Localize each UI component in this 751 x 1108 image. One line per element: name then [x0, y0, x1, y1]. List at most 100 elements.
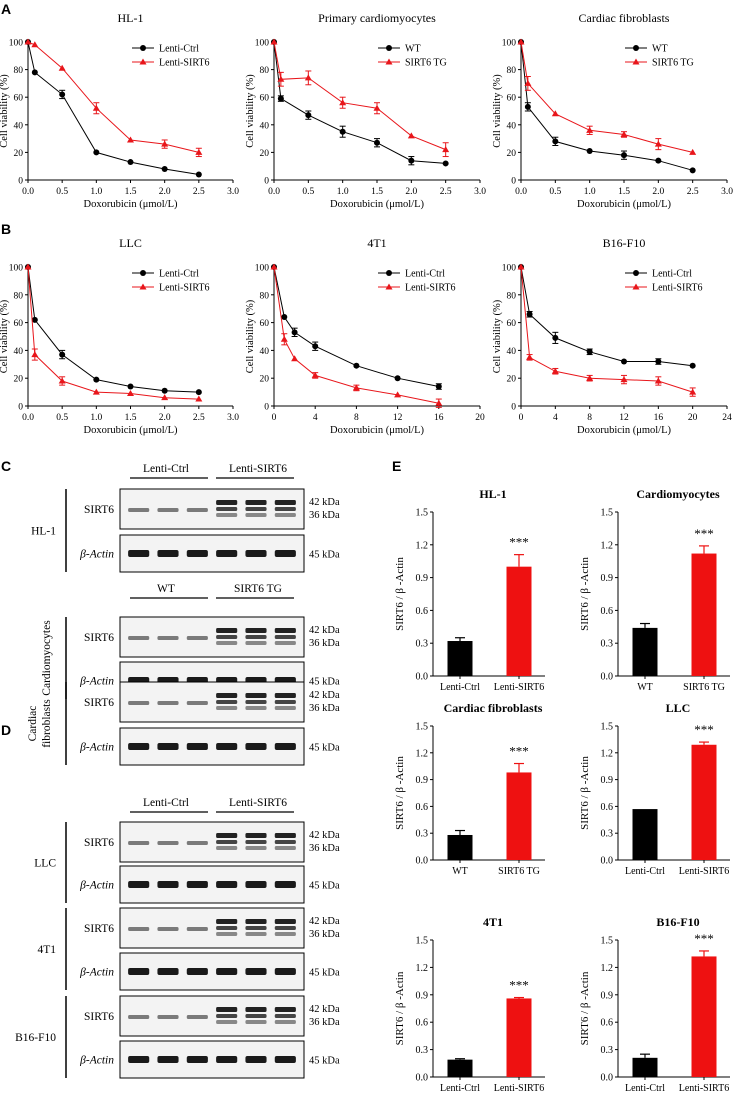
bar [691, 744, 717, 860]
blot-band [274, 743, 296, 750]
legend-entry-label: SIRT6 TG [405, 58, 447, 69]
bar [506, 566, 532, 676]
data-point-triangle [195, 395, 203, 402]
data-point-triangle [304, 74, 312, 81]
blot-band [274, 641, 296, 645]
blot-band [216, 833, 238, 838]
x-tick-label: 8 [587, 413, 592, 423]
y-axis-label: SIRT6 / β -Actin [579, 971, 591, 1045]
y-tick-label: 60 [260, 94, 270, 104]
data-point-circle [374, 139, 380, 146]
panel-label-a: A [1, 1, 12, 17]
data-point-circle [552, 334, 559, 341]
y-tick-label: 80 [507, 66, 517, 76]
blot-band [216, 628, 238, 633]
y-tick-label: 20 [507, 149, 517, 159]
data-point-circle [161, 387, 168, 394]
blot-cell-label: 4T1 [37, 944, 56, 956]
y-tick-label: 0.9 [416, 775, 429, 786]
y-tick-label: 20 [260, 375, 270, 385]
x-tick-label: SIRT6 TG [498, 866, 540, 877]
blot-row-label: SIRT6 [84, 923, 114, 935]
y-tick-label: 0.6 [416, 1018, 429, 1029]
data-point-circle [59, 351, 66, 358]
data-point-triangle [435, 399, 443, 406]
x-axis-label: Doxorubicin (μmol/L) [577, 425, 671, 436]
data-point-circle [552, 138, 559, 145]
x-axis-label: Doxorubicin (μmol/L) [84, 425, 178, 436]
blot-kda-label: 45 kDa [309, 1056, 340, 1067]
y-axis-label: Cell viability (%) [245, 299, 256, 373]
blot-row-label: β-Actin [79, 967, 114, 979]
blot-band [216, 1056, 238, 1063]
data-point-circle [621, 358, 627, 365]
blot-band [274, 693, 296, 698]
x-tick-label: Lenti-SIRT6 [679, 866, 730, 877]
x-tick-label: 2.0 [405, 187, 417, 197]
blot-kda-label: 45 kDa [309, 550, 340, 561]
y-tick-label: 80 [14, 66, 24, 76]
significance-marker: *** [694, 931, 714, 946]
x-tick-label: 1.5 [371, 187, 383, 197]
x-axis-label: Doxorubicin (μmol/L) [577, 199, 671, 210]
legend-entry-label: WT [652, 44, 668, 55]
data-point-circle [655, 358, 662, 365]
blot-row-label: SIRT6 [84, 1011, 114, 1023]
y-tick-label: 60 [507, 319, 517, 329]
y-tick-label: 0 [18, 403, 23, 413]
panel-label-d: D [1, 722, 12, 738]
y-tick-label: 40 [260, 121, 270, 131]
x-axis-label: Doxorubicin (μmol/L) [330, 199, 424, 210]
y-tick-label: 0 [264, 403, 269, 413]
data-point-triangle [58, 64, 66, 71]
x-tick-label: 4 [553, 413, 558, 423]
x-tick-label: 8 [354, 413, 359, 423]
blot-band [274, 1014, 296, 1018]
blot-band [245, 507, 267, 511]
y-tick-label: 60 [507, 94, 517, 104]
data-point-circle [353, 362, 360, 369]
data-point-triangle [280, 335, 288, 342]
data-point-circle [127, 159, 134, 166]
data-point-triangle [127, 389, 134, 396]
data-point-circle [291, 329, 298, 336]
blot-row-label: SIRT6 [84, 504, 114, 516]
y-tick-label: 40 [14, 347, 24, 357]
blot-band [216, 500, 238, 505]
chart-title: LLC [666, 701, 691, 715]
y-tick-label: 0.9 [601, 775, 614, 786]
blot-band [245, 550, 267, 557]
data-point-circle [93, 376, 100, 383]
x-tick-label: 2.0 [159, 413, 171, 423]
data-point-triangle [394, 391, 402, 398]
data-point-circle [435, 383, 442, 390]
data-point-triangle [92, 104, 100, 111]
x-tick-label: 1.5 [618, 187, 630, 197]
data-point-triangle [517, 38, 525, 45]
x-tick-label: 0.5 [56, 413, 68, 423]
blot-band [128, 881, 150, 888]
data-point-triangle [270, 263, 278, 270]
x-tick-label: 1.0 [90, 413, 102, 423]
y-tick-label: 1.5 [416, 722, 429, 733]
blot-cell-label: Cardiomyocytes [41, 620, 53, 696]
legend-entry-label: Lenti-Ctrl [159, 44, 199, 55]
bar [632, 1057, 658, 1077]
legend-entry-label: Lenti-SIRT6 [159, 58, 210, 69]
blot-frame [119, 995, 305, 1037]
y-tick-label: 40 [14, 121, 24, 131]
blot-band [245, 693, 267, 698]
blot-row-label: SIRT6 [84, 837, 114, 849]
legend-marker-triangle [139, 58, 147, 65]
blot-cell-label: LLC [34, 858, 56, 870]
chart-title: HL-1 [118, 11, 144, 25]
data-point-circle [586, 348, 593, 355]
y-axis-label: Cell viability (%) [492, 299, 503, 373]
data-point-triangle [373, 104, 381, 111]
blot-row-label: SIRT6 [84, 697, 114, 709]
x-tick-label: 0.0 [515, 187, 527, 197]
blot-group-label: Lenti-SIRT6 [229, 463, 287, 475]
legend-marker-circle [633, 270, 639, 276]
legend-entry-label: Lenti-Ctrl [159, 269, 199, 280]
blot-band [186, 1056, 208, 1063]
